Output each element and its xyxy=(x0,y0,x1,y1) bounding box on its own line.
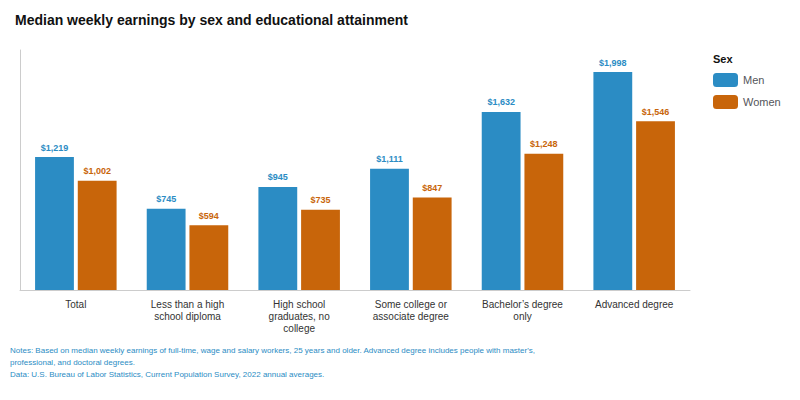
svg-text:Sex: Sex xyxy=(713,53,733,65)
svg-text:$1,546: $1,546 xyxy=(642,107,670,117)
svg-text:professional, and doctoral deg: professional, and doctoral degrees. xyxy=(10,358,135,367)
svg-text:school diploma: school diploma xyxy=(154,311,221,322)
svg-text:$1,998: $1,998 xyxy=(599,58,627,68)
svg-text:$594: $594 xyxy=(199,211,219,221)
svg-text:$945: $945 xyxy=(268,172,288,182)
svg-text:Total: Total xyxy=(65,299,86,310)
svg-text:graduates, no: graduates, no xyxy=(269,311,331,322)
svg-text:Women: Women xyxy=(743,96,781,108)
svg-text:$1,002: $1,002 xyxy=(83,166,111,176)
svg-text:High school: High school xyxy=(273,299,325,310)
svg-text:college: college xyxy=(283,323,315,334)
svg-text:Bachelor’s degree: Bachelor’s degree xyxy=(482,299,563,310)
svg-text:$847: $847 xyxy=(422,183,442,193)
svg-text:Data: U.S. Bureau of Labor Sta: Data: U.S. Bureau of Labor Statistics, C… xyxy=(10,370,324,379)
svg-text:Advanced degree: Advanced degree xyxy=(595,299,674,310)
svg-text:$1,219: $1,219 xyxy=(41,143,69,153)
svg-text:$1,111: $1,111 xyxy=(376,154,403,164)
svg-text:associate degree: associate degree xyxy=(373,311,450,322)
svg-text:Less than a high: Less than a high xyxy=(151,299,224,310)
svg-text:$1,248: $1,248 xyxy=(530,139,558,149)
svg-text:Some college or: Some college or xyxy=(375,299,448,310)
svg-text:$735: $735 xyxy=(311,195,331,205)
svg-text:Notes: Based on median weekly: Notes: Based on median weekly earnings o… xyxy=(10,346,535,355)
svg-text:Median weekly earnings by sex: Median weekly earnings by sex and educat… xyxy=(15,12,408,28)
svg-text:$745: $745 xyxy=(156,194,176,204)
svg-text:Men: Men xyxy=(743,74,764,86)
svg-text:only: only xyxy=(513,311,531,322)
svg-text:$1,632: $1,632 xyxy=(487,97,515,107)
